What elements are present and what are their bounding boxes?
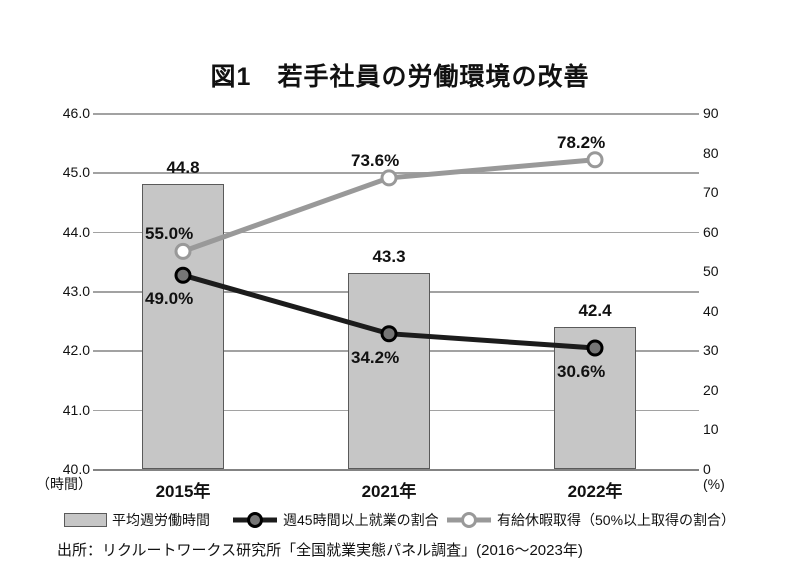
bar-value-label: 43.3 — [372, 247, 406, 267]
line-value-label: 73.6% — [351, 150, 400, 170]
y-axis-tick-left: 43.0 — [62, 283, 90, 299]
line-value-label: 30.6% — [557, 361, 606, 381]
y-axis-tick-right: 20 — [703, 381, 719, 398]
gridline — [93, 113, 699, 115]
line-value-label: 78.2% — [557, 132, 606, 152]
line-value-label: 55.0% — [145, 224, 194, 244]
y-axis-tick-right: 60 — [703, 223, 719, 240]
y-axis-tick-right: 90 — [703, 105, 719, 121]
y-axis-tick-left: 46.0 — [62, 105, 90, 121]
y-axis-tick-right: 0 — [703, 461, 711, 477]
x-axis-category-label: 2021年 — [361, 482, 417, 501]
legend-label-line-dark: 週45時間以上就業の割合 — [283, 512, 439, 528]
bar-value-label: 44.8 — [166, 158, 200, 178]
legend: 平均週労働時間 週45時間以上就業の割合 有給休暇取得（50%以上取得の割合） — [0, 508, 800, 532]
line-value-label: 49.0% — [145, 289, 194, 309]
legend-label-bar: 平均週労働時間 — [112, 512, 210, 528]
y-axis-tick-right: 40 — [703, 302, 719, 319]
y-axis-tick-right: 80 — [703, 144, 719, 161]
y-axis-tick-left: 42.0 — [62, 342, 90, 359]
y-axis-tick-right: 10 — [703, 421, 719, 438]
y-axis-tick-right: 30 — [703, 342, 719, 359]
y-axis-tick-left: 44.0 — [62, 223, 90, 240]
y-axis-tick-left: 40.0 — [62, 461, 90, 477]
line-value-label: 34.2% — [351, 347, 400, 367]
legend-item-bar: 平均週労働時間 — [64, 508, 210, 532]
gridline — [93, 469, 699, 471]
chart-title: 図1 若手社員の労働環境の改善 — [210, 63, 590, 91]
x-axis-category-label: 2015年 — [155, 482, 211, 501]
bar-value-label: 42.4 — [578, 300, 612, 320]
filled-circle-line-swatch-icon — [232, 511, 278, 529]
x-axis-category-label: 2022年 — [567, 482, 623, 501]
y-axis-tick-right: 50 — [703, 263, 719, 280]
line-marker-1 — [586, 151, 604, 169]
bar-swatch-icon — [64, 513, 107, 527]
bar — [348, 273, 430, 469]
y-axis-tick-right: 70 — [703, 184, 719, 201]
legend-label-line-gray: 有給休暇取得（50%以上取得の割合） — [497, 512, 736, 528]
legend-item-line-gray: 有給休暇取得（50%以上取得の割合） — [446, 508, 735, 532]
legend-item-line-dark: 週45時間以上就業の割合 — [232, 508, 439, 532]
right-axis-unit: (%) — [703, 476, 725, 492]
bar — [554, 326, 636, 469]
y-axis-tick-left: 45.0 — [62, 164, 90, 181]
y-axis-tick-left: 41.0 — [62, 401, 90, 418]
source-note: 出所：リクルートワークス研究所「全国就業実態パネル調査」(2016〜2023年) — [57, 542, 583, 559]
open-circle-line-swatch-icon — [446, 511, 492, 529]
left-axis-unit: （時間） — [36, 476, 92, 492]
